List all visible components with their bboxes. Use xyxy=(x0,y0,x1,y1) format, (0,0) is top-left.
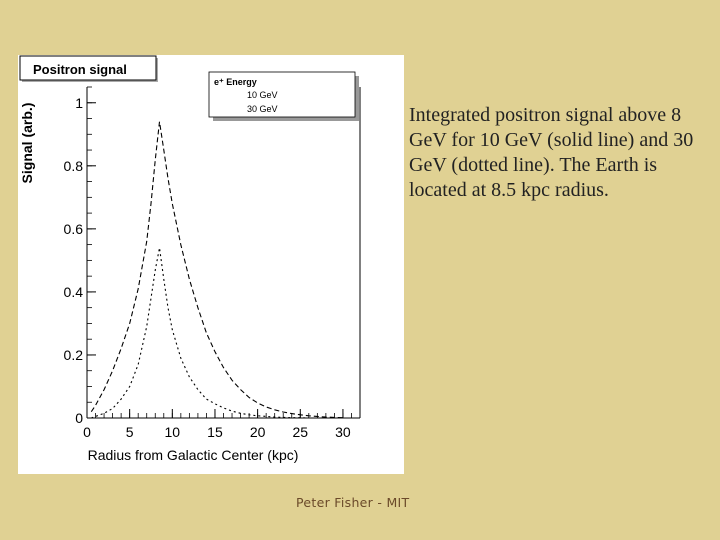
y-tick-label: 0 xyxy=(75,410,83,426)
y-tick-label: 0.8 xyxy=(64,158,84,174)
y-tick-label: 0.4 xyxy=(64,284,84,300)
series-line-30gev xyxy=(91,247,343,419)
y-axis-label: Signal (arb.) xyxy=(19,103,35,184)
y-tick-label: 0.2 xyxy=(64,347,84,363)
chart-title: Positron signal xyxy=(33,62,127,77)
x-tick-label: 0 xyxy=(83,424,91,440)
chart-panel: Positron signal Signal (arb.) Radius fro… xyxy=(18,55,404,474)
x-tick-label: 20 xyxy=(250,424,266,440)
x-tick-label: 5 xyxy=(126,424,134,440)
legend-entry-30gev: 30 GeV xyxy=(247,104,278,114)
y-tick-label: 1 xyxy=(75,95,83,111)
x-axis-label: Radius from Galactic Center (kpc) xyxy=(88,447,299,463)
chart-title-box: Positron signal xyxy=(19,55,158,82)
positron-signal-chart: Positron signal Signal (arb.) Radius fro… xyxy=(19,55,361,463)
caption-text: Integrated positron signal above 8 GeV f… xyxy=(409,104,694,201)
series-lines xyxy=(90,121,343,419)
series-line-10gev xyxy=(90,121,343,419)
axis-ticks: 00.20.40.60.810 5 10 15 20 25 30 xyxy=(64,86,361,440)
legend-title: e⁺ Energy xyxy=(214,77,257,87)
x-tick-label: 25 xyxy=(292,424,308,440)
x-tick-label: 15 xyxy=(207,424,223,440)
legend-entry-10gev: 10 GeV xyxy=(247,90,278,100)
x-tick-label: 10 xyxy=(165,424,181,440)
y-tick-label: 0.6 xyxy=(64,221,84,237)
x-tick-label: 30 xyxy=(335,424,351,440)
legend: e⁺ Energy 10 GeV 30 GeV xyxy=(208,71,359,121)
footer-author: Peter Fisher - MIT xyxy=(296,495,410,510)
